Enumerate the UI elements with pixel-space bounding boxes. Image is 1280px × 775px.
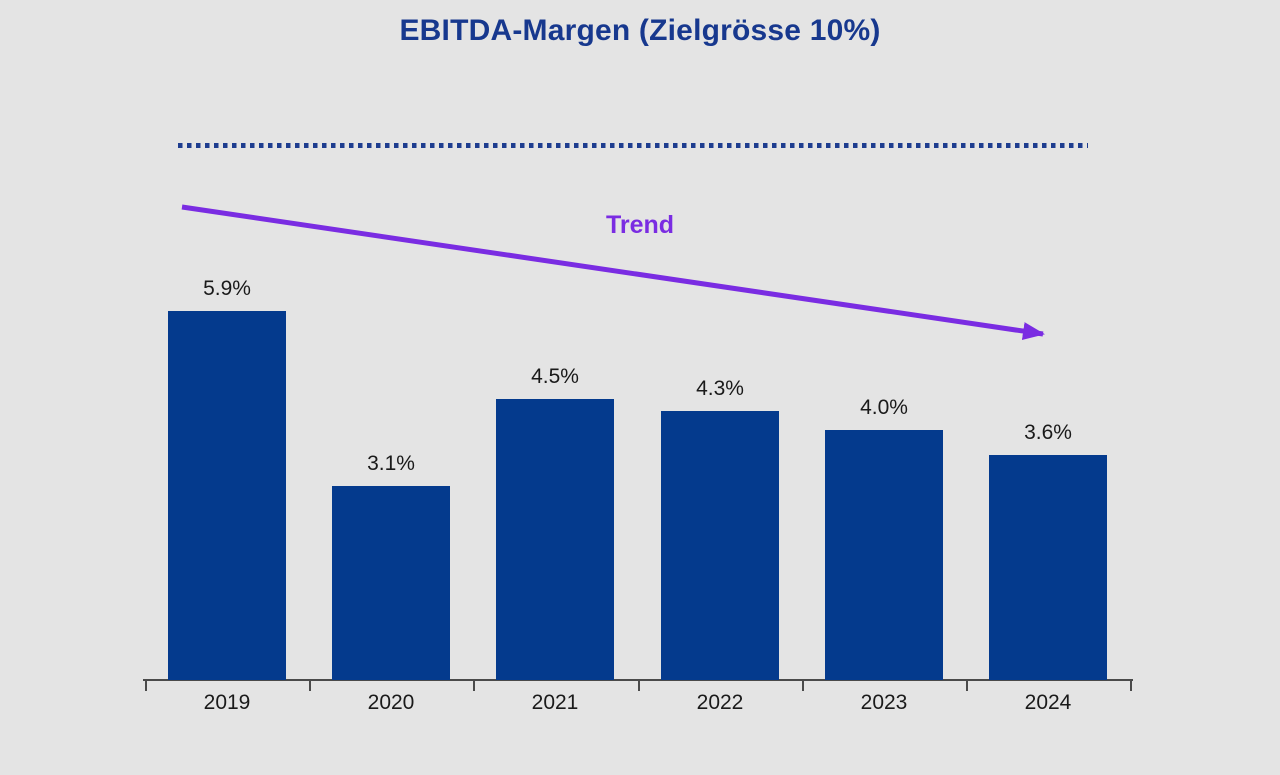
- trend-label: Trend: [605, 211, 675, 239]
- x-axis-tick: [473, 679, 475, 691]
- x-tick-label: 2024: [1024, 691, 1072, 714]
- bar-value-label: 5.9%: [203, 277, 251, 300]
- bar-value-label: 4.3%: [696, 377, 744, 400]
- bar-value-label: 4.0%: [860, 396, 908, 419]
- target-dotted-line: [178, 143, 1088, 148]
- bar-2023: [825, 430, 943, 680]
- bar-value-label: 4.5%: [531, 365, 579, 388]
- bar-2024: [989, 455, 1107, 680]
- x-tick-label: 2019: [203, 691, 251, 714]
- x-axis-tick: [966, 679, 968, 691]
- bar-value-label: 3.1%: [367, 452, 415, 475]
- chart-title: EBITDA-Margen (Zielgrösse 10%): [399, 14, 881, 47]
- bar-2021: [496, 399, 614, 680]
- x-axis-tick: [802, 679, 804, 691]
- x-axis-tick: [145, 679, 147, 691]
- x-tick-label: 2021: [531, 691, 579, 714]
- bar-2022: [661, 411, 779, 680]
- x-axis-tick: [638, 679, 640, 691]
- bar-2019: [168, 311, 286, 680]
- bar-2020: [332, 486, 450, 680]
- x-axis-tick: [309, 679, 311, 691]
- x-tick-label: 2023: [860, 691, 908, 714]
- x-tick-label: 2020: [367, 691, 415, 714]
- x-tick-label: 2022: [696, 691, 744, 714]
- x-axis-tick: [1130, 679, 1132, 691]
- bar-value-label: 3.6%: [1024, 421, 1072, 444]
